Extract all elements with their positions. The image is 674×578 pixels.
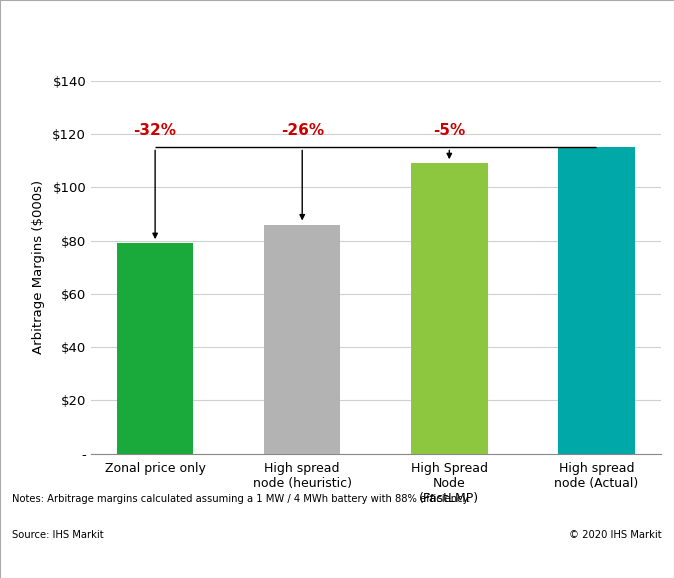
Text: Historical annual average arbitrage margins, 2016-2019: Historical annual average arbitrage marg…	[12, 25, 564, 43]
Text: -26%: -26%	[280, 123, 324, 138]
Bar	[117, 243, 193, 454]
Y-axis label: Arbitrage Margins ($000s): Arbitrage Margins ($000s)	[32, 180, 45, 354]
Bar	[264, 225, 340, 454]
Text: Notes: Arbitrage margins calculated assuming a 1 MW / 4 MWh battery with 88% eff: Notes: Arbitrage margins calculated assu…	[12, 494, 470, 504]
Text: -32%: -32%	[133, 123, 177, 138]
Text: -5%: -5%	[433, 123, 466, 138]
Text: © 2020 IHS Markit: © 2020 IHS Markit	[570, 530, 662, 540]
Text: Source: IHS Markit: Source: IHS Markit	[12, 530, 104, 540]
Bar	[558, 147, 635, 454]
Bar	[411, 164, 487, 454]
